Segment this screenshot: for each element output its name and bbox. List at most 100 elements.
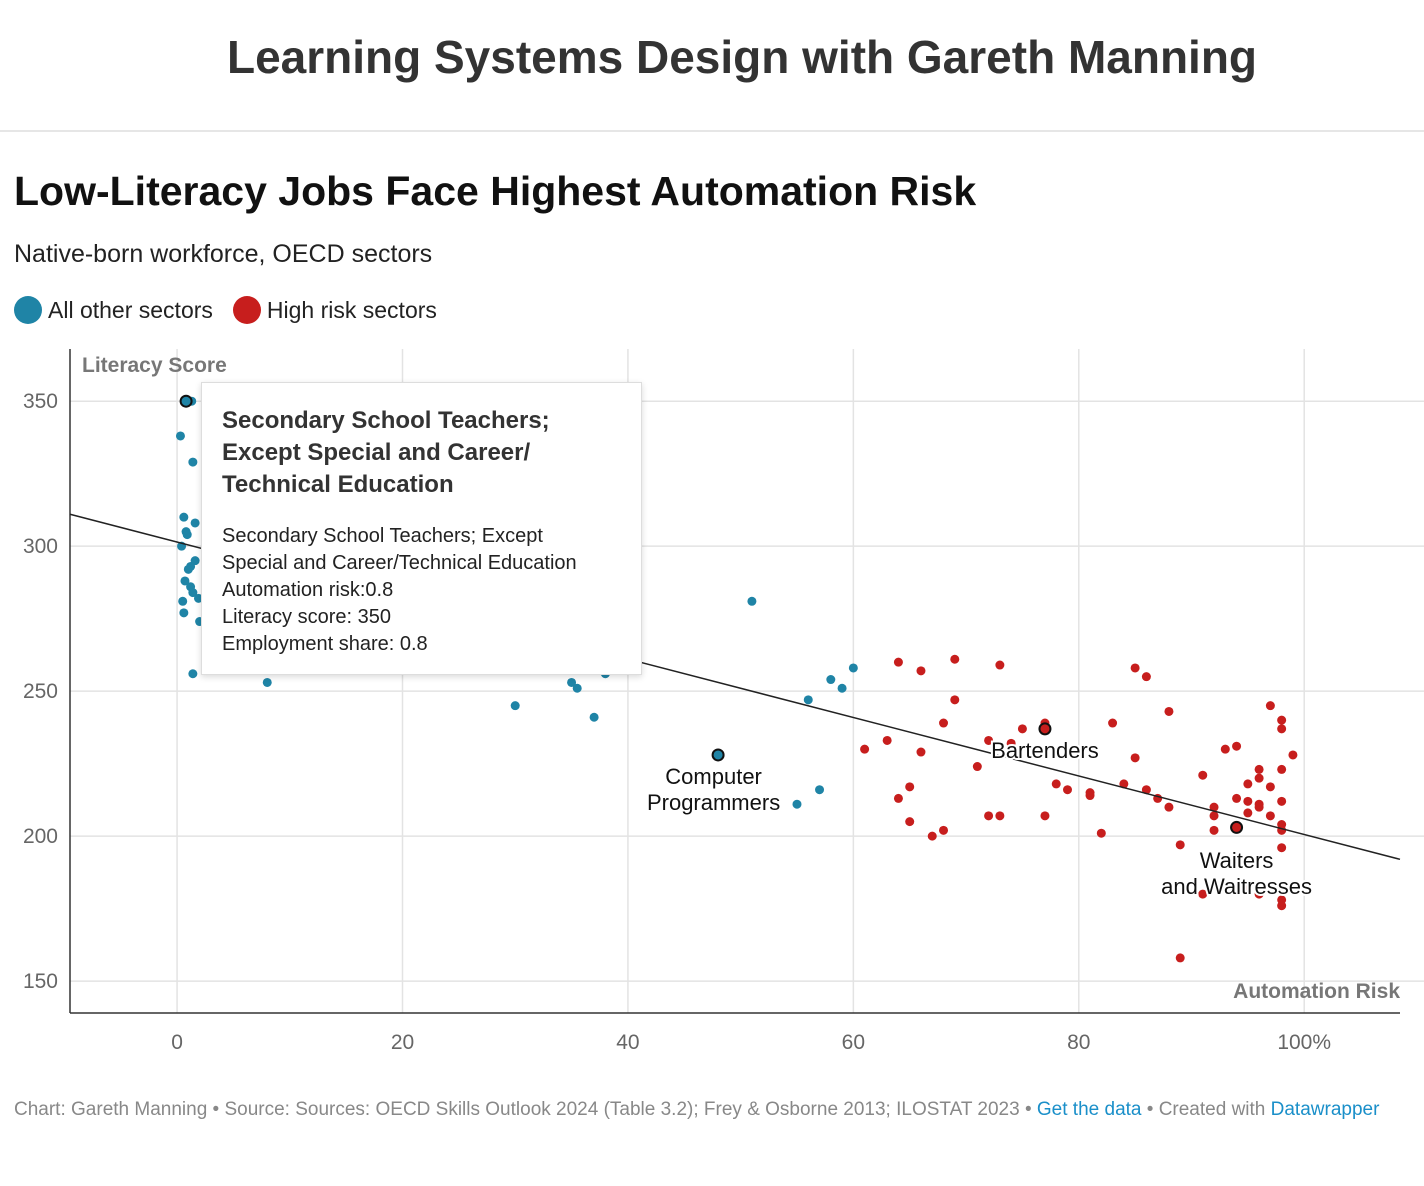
data-point[interactable] [1265, 782, 1275, 792]
data-point[interactable] [183, 564, 193, 574]
data-point[interactable] [188, 457, 198, 467]
data-point[interactable] [905, 782, 915, 792]
data-point[interactable] [927, 831, 937, 841]
data-point[interactable] [916, 666, 926, 676]
legend-item-high-risk[interactable]: High risk sectors [232, 296, 437, 324]
data-point[interactable] [510, 701, 520, 711]
data-point[interactable] [1232, 741, 1242, 751]
data-point[interactable] [179, 512, 189, 522]
data-point[interactable] [905, 817, 915, 827]
data-point[interactable] [589, 712, 599, 722]
data-point[interactable] [950, 695, 960, 705]
data-point[interactable] [1209, 802, 1219, 812]
highlighted-point[interactable] [1230, 820, 1244, 834]
data-point[interactable] [567, 677, 577, 687]
data-point[interactable] [1243, 883, 1253, 893]
data-point[interactable] [572, 683, 582, 693]
data-point[interactable] [815, 785, 825, 795]
data-point[interactable] [1051, 779, 1061, 789]
data-point[interactable] [1108, 718, 1118, 728]
data-point[interactable] [916, 747, 926, 757]
data-point[interactable] [1277, 901, 1287, 911]
data-point[interactable] [860, 744, 870, 754]
data-point[interactable] [1175, 840, 1185, 850]
data-point[interactable] [984, 735, 994, 745]
legend-item-other[interactable]: All other sectors [14, 296, 213, 324]
data-point[interactable] [1017, 724, 1027, 734]
data-point[interactable] [1119, 779, 1129, 789]
data-point[interactable] [179, 608, 189, 618]
data-point[interactable] [826, 675, 836, 685]
data-point[interactable] [1243, 808, 1253, 818]
data-point[interactable] [893, 657, 903, 667]
data-point[interactable] [1130, 753, 1140, 763]
highlighted-point[interactable] [1038, 722, 1052, 736]
legend-label-high-risk: High risk sectors [266, 296, 437, 323]
data-point[interactable] [190, 518, 200, 528]
data-point[interactable] [972, 762, 982, 772]
data-point[interactable] [837, 683, 847, 693]
data-point[interactable] [180, 576, 190, 586]
data-point[interactable] [1198, 889, 1208, 899]
data-point[interactable] [1085, 791, 1095, 801]
data-point[interactable] [1265, 701, 1275, 711]
data-point[interactable] [939, 825, 949, 835]
data-point[interactable] [1040, 811, 1050, 821]
data-point[interactable] [1209, 825, 1219, 835]
data-point[interactable] [995, 811, 1005, 821]
data-point[interactable] [182, 530, 192, 540]
data-point[interactable] [1254, 802, 1264, 812]
data-point[interactable] [1254, 773, 1264, 783]
data-point[interactable] [803, 695, 813, 705]
data-point[interactable] [1175, 953, 1185, 963]
data-point[interactable] [1277, 724, 1287, 734]
data-point[interactable] [1141, 785, 1151, 795]
data-point[interactable] [178, 596, 188, 606]
data-point[interactable] [950, 654, 960, 664]
data-point[interactable] [1164, 706, 1174, 716]
datawrapper-link[interactable]: Datawrapper [1270, 1099, 1380, 1120]
data-point[interactable] [1141, 672, 1151, 682]
data-point[interactable] [1198, 770, 1208, 780]
x-tick-label: 0 [171, 1031, 183, 1054]
data-point[interactable] [1277, 715, 1287, 725]
data-point[interactable] [848, 663, 858, 673]
data-point[interactable] [1254, 889, 1264, 899]
data-point[interactable] [1006, 738, 1016, 748]
data-point[interactable] [1288, 750, 1298, 760]
annotation-label: Bartenders [991, 738, 1099, 763]
data-point[interactable] [1096, 828, 1106, 838]
data-point[interactable] [1277, 764, 1287, 774]
data-point[interactable] [984, 811, 994, 821]
data-point[interactable] [1209, 811, 1219, 821]
data-point[interactable] [1243, 779, 1253, 789]
data-point[interactable] [893, 793, 903, 803]
data-point[interactable] [175, 431, 185, 441]
data-point[interactable] [995, 660, 1005, 670]
data-point[interactable] [1130, 663, 1140, 673]
data-point[interactable] [1232, 793, 1242, 803]
data-point[interactable] [1243, 796, 1253, 806]
data-point[interactable] [1063, 785, 1072, 795]
highlighted-point[interactable] [711, 748, 725, 762]
data-point[interactable] [1277, 843, 1287, 853]
data-point[interactable] [1277, 796, 1287, 806]
data-point[interactable] [939, 718, 949, 728]
get-the-data-link[interactable]: Get the data [1036, 1099, 1142, 1120]
data-point[interactable] [1254, 764, 1264, 774]
site-header: Learning Systems Design with Gareth Mann… [0, 0, 1424, 132]
data-point[interactable] [1220, 744, 1230, 754]
data-point[interactable] [193, 593, 203, 603]
data-point[interactable] [747, 596, 757, 606]
data-point[interactable] [792, 799, 802, 809]
data-point[interactable] [1164, 802, 1174, 812]
data-point[interactable] [1265, 811, 1275, 821]
annotation-label: Waiters [1200, 848, 1274, 873]
data-point[interactable] [188, 588, 198, 598]
highlighted-point[interactable] [179, 394, 193, 408]
data-point[interactable] [188, 669, 198, 679]
data-point[interactable] [262, 677, 272, 687]
tooltip-line: Secondary School Teachers; Except [222, 525, 543, 547]
data-point[interactable] [882, 735, 892, 745]
tooltip-line: Special and Career/Technical Education [222, 552, 577, 574]
